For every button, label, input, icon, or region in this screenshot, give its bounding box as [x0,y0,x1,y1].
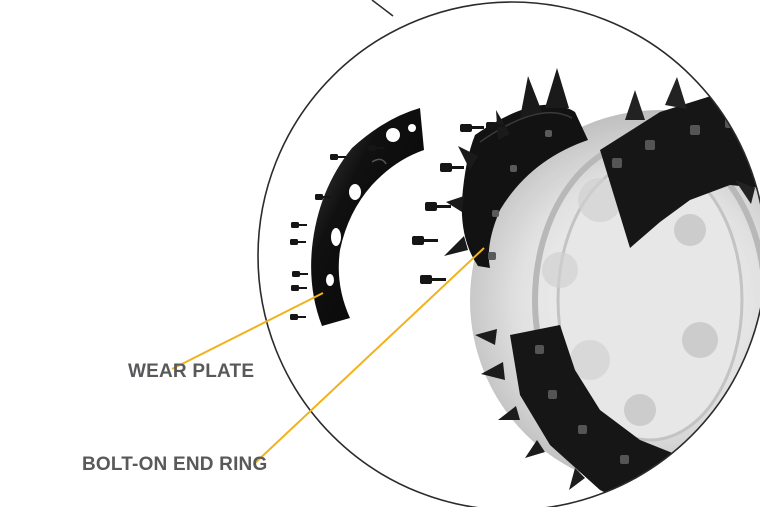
magnified-detail-circle [258,2,760,507]
wear-plate-part [311,108,424,326]
magnifier-circle-outline [257,1,760,507]
bolt-on-end-ring-part [444,68,588,268]
end-ring-bolts [412,122,505,284]
wear-plate-bolts [290,145,384,320]
magnifier-leader-line [371,0,394,17]
wear-plate-leader [171,292,324,370]
end-ring-label: BOLT-ON END RING [82,454,268,475]
wear-plate-label: WEAR PLATE [128,361,255,382]
end-ring-leader [253,247,485,465]
